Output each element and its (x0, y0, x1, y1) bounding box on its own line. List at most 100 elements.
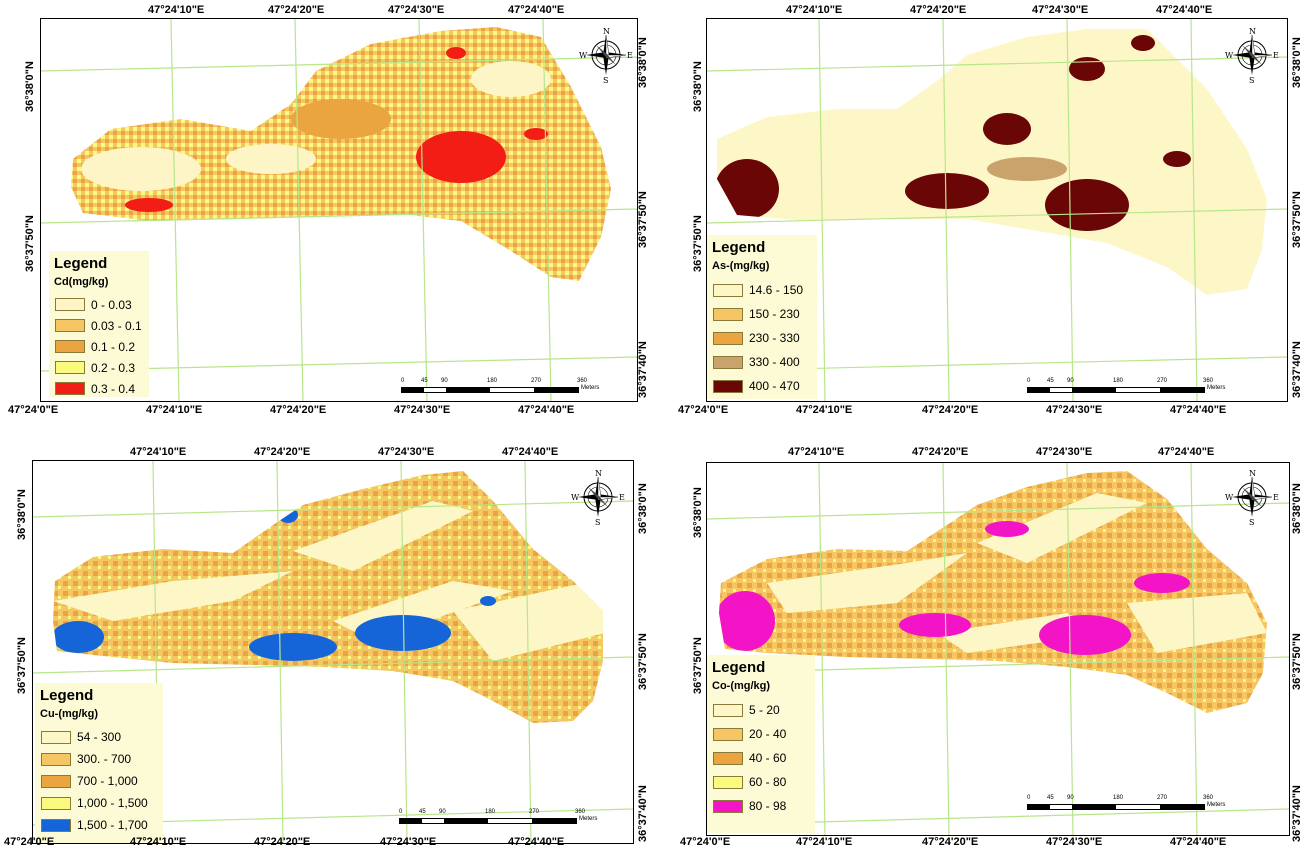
legend-swatch (713, 283, 743, 297)
compass-w: W (1225, 51, 1234, 60)
raster-map (707, 19, 1287, 401)
left-lat-label: 36°38'0"N (692, 61, 704, 112)
legend-swatch (41, 796, 71, 810)
compass-w: W (579, 51, 588, 60)
top-lon-label: 47°24'10"E (130, 446, 187, 458)
hotspot-zone (480, 596, 496, 606)
top-lon-label: 47°24'30"E (378, 446, 435, 458)
top-lon-label: 47°24'20"E (912, 446, 969, 458)
legend-item: 0 - 0.03 (49, 294, 149, 315)
hotspot-zone (1131, 35, 1155, 51)
hotspot-zone (416, 131, 506, 183)
scale-bar: 0 45 90 180 270 360 Meters (1027, 795, 1226, 810)
hotspot-zone (53, 621, 104, 653)
compass-n: N (1249, 469, 1256, 478)
north-arrow: N S E W (571, 469, 625, 525)
bottom-lon-label: 47°24'10"E (796, 836, 853, 848)
raster-map (33, 461, 633, 843)
top-lon-label: 47°24'10"E (786, 4, 843, 16)
compass-n: N (1249, 27, 1256, 36)
scale-bar: 0 45 90 180 270 360 Meters (401, 378, 600, 393)
low-value-zone (1127, 593, 1267, 653)
raster-map (707, 463, 1289, 835)
compass-rose-icon: N S E W (579, 27, 633, 83)
compass-s: S (603, 76, 608, 83)
top-lon-label: 47°24'30"E (388, 4, 445, 16)
legend-swatch (713, 379, 743, 393)
legend-item: 5 - 20 (707, 698, 815, 722)
legend-item: 60 - 80 (707, 770, 815, 794)
low-value-zone (226, 144, 316, 174)
legend-swatch (41, 818, 71, 832)
legend-item: 230 - 330 (707, 326, 817, 350)
legend-swatch (713, 799, 743, 813)
legend-item: 300. - 700 (35, 748, 163, 770)
hotspot-zone (1134, 573, 1190, 593)
hotspot-zone (125, 198, 173, 212)
left-lat-label: 36°38'0"N (692, 487, 704, 538)
legend-title: Legend (54, 255, 108, 272)
hotspot-zone (524, 128, 548, 140)
compass-s: S (1249, 518, 1254, 525)
legend-swatch (41, 730, 71, 744)
right-lat-label: 36°37'40"N (1291, 341, 1303, 398)
legend-item: 14.6 - 150 (707, 278, 817, 302)
scale-unit: Meters (1207, 802, 1226, 808)
map-frame: N S E W Legend As-(mg/kg) 14.6 - 150 150… (706, 18, 1288, 402)
legend-item: 400 - 470 (707, 374, 817, 398)
legend-title: Legend (712, 659, 766, 676)
legend-item: 1,000 - 1,500 (35, 792, 163, 814)
legend-swatch (713, 703, 743, 717)
hotspot-zone (278, 507, 298, 523)
bottom-lon-label: 47°24'40"E (518, 404, 575, 416)
right-lat-label: 36°37'40"N (1291, 785, 1303, 842)
legend-title: Legend (40, 687, 94, 704)
top-lon-label: 47°24'20"E (254, 446, 311, 458)
bottom-lon-label: 47°24'20"E (922, 404, 979, 416)
legend-swatch (55, 361, 85, 374)
bottom-lon-label: 47°24'10"E (796, 404, 853, 416)
study-area-zone (71, 27, 611, 281)
legend-swatch (41, 774, 71, 788)
compass-e: E (627, 51, 633, 60)
left-lat-label: 36°38'0"N (16, 489, 28, 540)
map-frame: N S E W Legend Cd(mg/kg) 0 - 0.03 0.03 -… (40, 18, 638, 402)
legend-title: Legend (712, 239, 766, 256)
right-lat-label: 36°38'0"N (637, 483, 649, 534)
bottom-lon-label: 47°24'0"E (4, 836, 55, 848)
map-panel-co: 47°24'10"E 47°24'20"E 47°24'30"E 47°24'4… (654, 426, 1309, 852)
legend-item: 0.1 - 0.2 (49, 336, 149, 357)
bottom-lon-label: 47°24'40"E (1170, 404, 1227, 416)
right-lat-label: 36°37'50"N (1291, 191, 1303, 248)
hotspot-zone (983, 113, 1031, 145)
hotspot-zone (717, 159, 779, 219)
legend-item: 80 - 98 (707, 794, 815, 818)
north-arrow: N S E W (1225, 27, 1279, 83)
legend-swatch (713, 775, 743, 789)
hotspot-zone (1069, 57, 1105, 81)
bottom-lon-label: 47°24'20"E (922, 836, 979, 848)
legend: Legend Co-(mg/kg) 5 - 20 20 - 40 40 - 60… (707, 655, 815, 833)
bottom-lon-label: 47°24'0"E (678, 404, 729, 416)
legend-subtitle: Cu-(mg/kg) (40, 708, 99, 720)
legend-swatch (713, 727, 743, 741)
legend-swatch (55, 382, 85, 395)
hotspot-zone (1045, 179, 1129, 231)
hotspot-zone (249, 633, 337, 661)
low-value-zone (767, 553, 967, 613)
low-value-zone (53, 571, 293, 621)
legend-item: 54 - 300 (35, 726, 163, 748)
right-lat-label: 36°38'0"N (1291, 483, 1303, 534)
scale-bar: 0 45 90 180 270 360 Meters (1027, 378, 1226, 393)
legend-item: 0.3 - 0.4 (49, 378, 149, 399)
mid-value-zone (291, 99, 391, 139)
study-area-zone (53, 471, 603, 723)
right-lat-label: 36°37'40"N (637, 785, 649, 842)
legend: Legend As-(mg/kg) 14.6 - 150 150 - 230 2… (707, 235, 817, 399)
hotspot-zone (899, 613, 971, 637)
bottom-lon-label: 47°24'40"E (1170, 836, 1227, 848)
scale-bar: 0 45 90 180 270 360 Meters (399, 809, 598, 824)
legend-item: 700 - 1,000 (35, 770, 163, 792)
bottom-lon-label: 47°24'30"E (394, 404, 451, 416)
legend-item: 40 - 60 (707, 746, 815, 770)
